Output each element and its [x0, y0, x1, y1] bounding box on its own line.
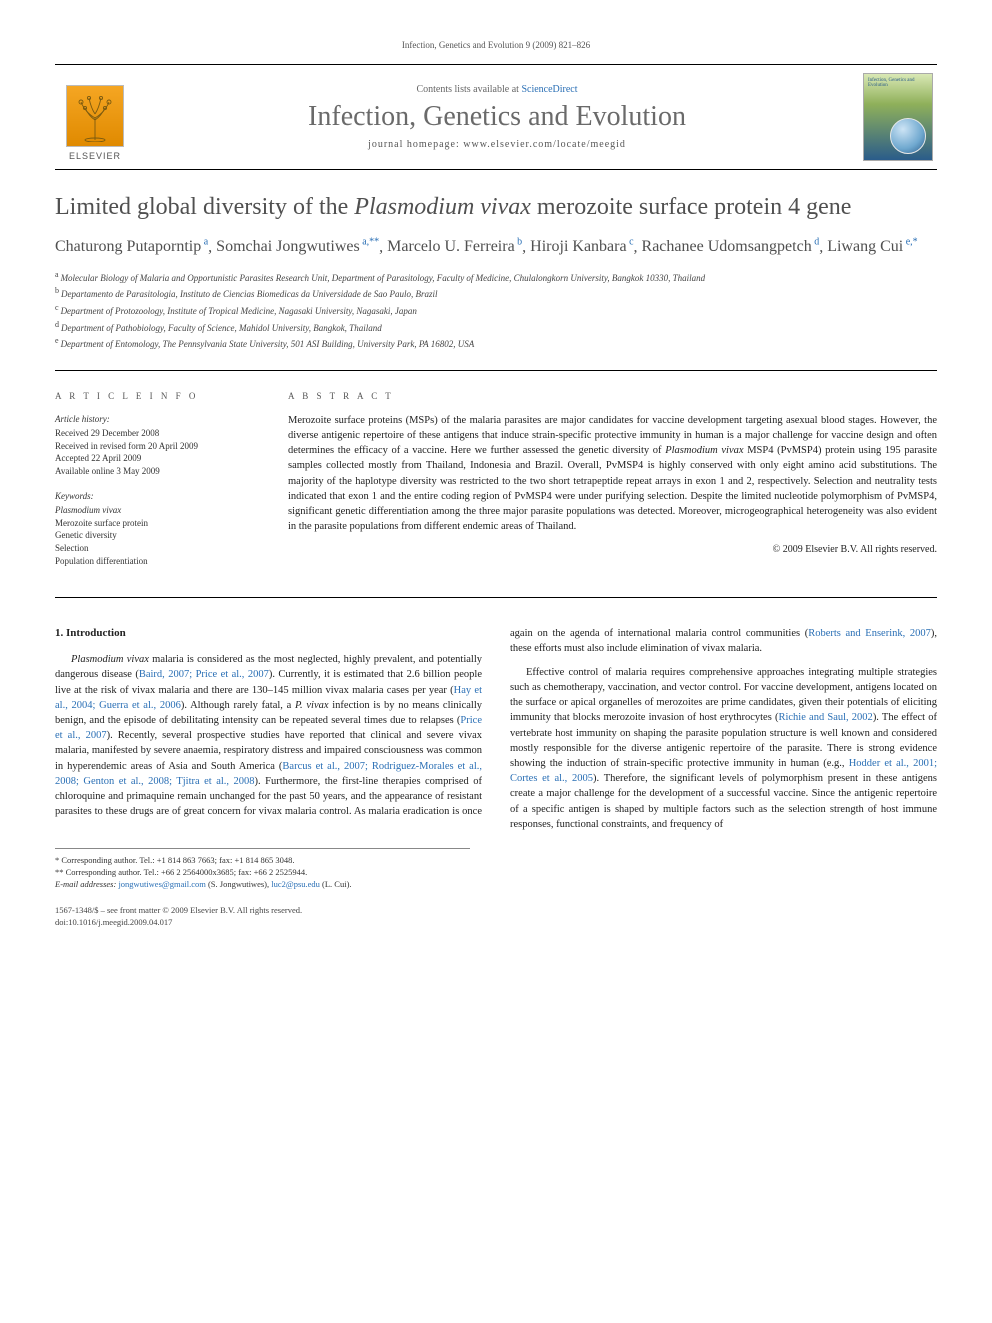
keywords-block: Keywords: Plasmodium vivaxMerozoite surf…: [55, 490, 260, 568]
abstract-body: Merozoite surface proteins (MSPs) of the…: [288, 413, 937, 535]
abstract-copyright: © 2009 Elsevier B.V. All rights reserved…: [288, 544, 937, 555]
email-1[interactable]: jongwutiwes@gmail.com: [118, 879, 205, 889]
affiliation: c Department of Protozoology, Institute …: [55, 302, 937, 318]
keyword: Population differentiation: [55, 555, 260, 568]
publisher-block: ELSEVIER: [55, 73, 135, 161]
author: Marcelo U. Ferreira b: [387, 238, 522, 255]
cover-title: Infection, Genetics and Evolution: [868, 78, 932, 88]
author-sup: e,*: [903, 237, 917, 248]
author-sep: ,: [379, 238, 387, 255]
corr-author-2: ** Corresponding author. Tel.: +66 2 256…: [55, 867, 470, 879]
italic-term: P. vivax: [295, 700, 329, 711]
author: Rachanee Udomsangpetch d: [642, 238, 820, 255]
journal-cover-icon: Infection, Genetics and Evolution: [863, 73, 933, 161]
author-list: Chaturong Putaporntip a, Somchai Jongwut…: [55, 236, 937, 259]
masthead: ELSEVIER Contents lists available at Sci…: [55, 64, 937, 170]
publisher-name: ELSEVIER: [69, 151, 121, 161]
author-sup: c: [627, 237, 634, 248]
italic-term: Plasmodium vivax: [665, 445, 743, 456]
author-name: Liwang Cui: [827, 238, 903, 255]
footnotes: * Corresponding author. Tel.: +1 814 863…: [55, 848, 470, 891]
elsevier-tree-icon: [66, 85, 124, 147]
bottom-matter: 1567-1348/$ – see front matter © 2009 El…: [55, 905, 937, 929]
author-name: Marcelo U. Ferreira: [387, 238, 515, 255]
keyword: Merozoite surface protein: [55, 517, 260, 530]
keyword: Genetic diversity: [55, 529, 260, 542]
author-sep: ,: [208, 238, 216, 255]
masthead-center: Contents lists available at ScienceDirec…: [145, 73, 849, 161]
author: Hiroji Kanbara c: [530, 238, 633, 255]
keyword: Selection: [55, 542, 260, 555]
section-heading-intro: 1. Introduction: [55, 626, 482, 642]
sciencedirect-link[interactable]: ScienceDirect: [521, 84, 577, 95]
author-name: Hiroji Kanbara: [530, 238, 626, 255]
article-info-head: A R T I C L E I N F O: [55, 391, 260, 401]
title-post: merozoite surface protein 4 gene: [531, 194, 852, 220]
italic-term: Plasmodium vivax: [71, 654, 149, 665]
affiliation: d Department of Pathobiology, Faculty of…: [55, 319, 937, 335]
affiliation-text: Departamento de Parasitologia, Instituto…: [61, 289, 437, 299]
citation[interactable]: Roberts and Enserink, 2007: [808, 628, 931, 639]
citation[interactable]: Richie and Saul, 2002: [778, 712, 872, 723]
title-italic: Plasmodium vivax: [354, 194, 531, 220]
affiliation-text: Department of Pathobiology, Faculty of S…: [61, 323, 382, 333]
article-title: Limited global diversity of the Plasmodi…: [55, 192, 937, 222]
info-abstract-row: A R T I C L E I N F O Article history: R…: [55, 391, 937, 599]
email-1-who: (S. Jongwutiwes),: [206, 879, 271, 889]
history-line: Received 29 December 2008: [55, 427, 260, 440]
affiliation-text: Molecular Biology of Malaria and Opportu…: [61, 273, 706, 283]
email-2-who: (L. Cui).: [320, 879, 352, 889]
affiliation-text: Department of Entomology, The Pennsylvan…: [61, 339, 475, 349]
author-name: Somchai Jongwutiwes: [216, 238, 360, 255]
corr-author-1: * Corresponding author. Tel.: +1 814 863…: [55, 855, 470, 867]
affiliation: a Molecular Biology of Malaria and Oppor…: [55, 269, 937, 285]
author: Chaturong Putaporntip a: [55, 238, 208, 255]
body-columns: 1. Introduction Plasmodium vivax malaria…: [55, 626, 937, 832]
journal-homepage: journal homepage: www.elsevier.com/locat…: [145, 139, 849, 150]
article-history: Article history: Received 29 December 20…: [55, 413, 260, 478]
author-sep: ,: [522, 238, 530, 255]
cover-thumb-wrap: Infection, Genetics and Evolution: [859, 73, 937, 161]
corr-emails: E-mail addresses: jongwutiwes@gmail.com …: [55, 879, 470, 891]
keywords-head: Keywords:: [55, 490, 260, 503]
journal-name: Infection, Genetics and Evolution: [145, 101, 849, 133]
globe-icon: [890, 118, 926, 154]
affiliation-text: Department of Protozoology, Institute of…: [61, 306, 417, 316]
history-line: Accepted 22 April 2009: [55, 452, 260, 465]
intro-p2: Effective control of malaria requires co…: [510, 665, 937, 832]
citation[interactable]: Baird, 2007; Price et al., 2007: [139, 669, 269, 680]
history-line: Received in revised form 20 April 2009: [55, 440, 260, 453]
text-run: ). Although rarely fatal, a: [181, 700, 295, 711]
author-sep: ,: [819, 238, 827, 255]
abstract-head: A B S T R A C T: [288, 391, 937, 401]
abstract: A B S T R A C T Merozoite surface protei…: [288, 391, 937, 580]
history-head: Article history:: [55, 413, 260, 426]
author: Liwang Cui e,*: [827, 238, 917, 255]
affiliations: a Molecular Biology of Malaria and Oppor…: [55, 269, 937, 371]
doi-line: doi:10.1016/j.meegid.2009.04.017: [55, 917, 937, 929]
text-run: MSP4 (PvMSP4) protein using 195 parasite…: [288, 445, 937, 532]
author-name: Rachanee Udomsangpetch: [642, 238, 812, 255]
article-info: A R T I C L E I N F O Article history: R…: [55, 391, 260, 580]
contents-line: Contents lists available at ScienceDirec…: [145, 84, 849, 95]
contents-prefix: Contents lists available at: [416, 84, 521, 95]
history-line: Available online 3 May 2009: [55, 465, 260, 478]
author-sup: a,**: [360, 237, 379, 248]
affiliation: e Department of Entomology, The Pennsylv…: [55, 335, 937, 351]
email-label: E-mail addresses:: [55, 879, 116, 889]
issn-line: 1567-1348/$ – see front matter © 2009 El…: [55, 905, 937, 917]
affiliation: b Departamento de Parasitologia, Institu…: [55, 285, 937, 301]
keyword: Plasmodium vivax: [55, 504, 260, 517]
running-header: Infection, Genetics and Evolution 9 (200…: [55, 40, 937, 50]
author-name: Chaturong Putaporntip: [55, 238, 201, 255]
title-pre: Limited global diversity of the: [55, 194, 354, 220]
author-sep: ,: [634, 238, 642, 255]
email-2[interactable]: luc2@psu.edu: [271, 879, 320, 889]
author: Somchai Jongwutiwes a,**: [216, 238, 379, 255]
